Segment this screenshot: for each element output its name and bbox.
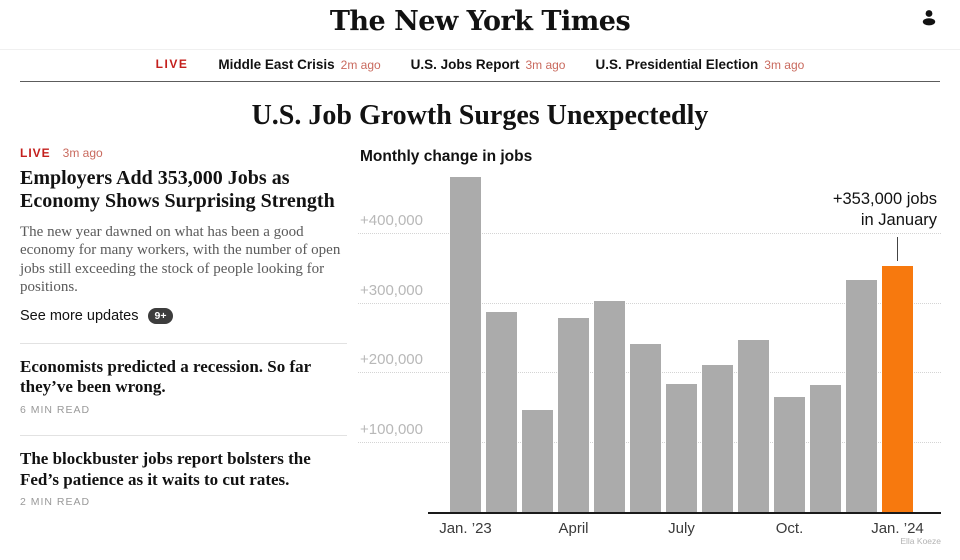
live-timestamp: 3m ago [62, 146, 103, 160]
x-axis-tick-label: Jan. ’24 [871, 520, 924, 537]
ticker-item-time: 2m ago [340, 57, 381, 72]
annotation-line-1: +353,000 jobs [832, 190, 937, 208]
lead-story-summary: The new year dawned on what has been a g… [20, 223, 341, 296]
chart-bar [810, 384, 841, 512]
ticker-item-jobs-report[interactable]: U.S. Jobs Report 3m ago [411, 57, 566, 72]
y-axis-tick-label: +300,000 [360, 281, 423, 299]
live-ticker: LIVE Middle East Crisis 2m ago U.S. Jobs… [0, 51, 960, 77]
y-axis-tick-label: +100,000 [360, 421, 423, 439]
ticker-item-time: 3m ago [764, 57, 805, 72]
jobs-bar-chart: Monthly change in jobs +100,000 +200,000 +… [358, 146, 941, 558]
x-axis-tick-label: April [558, 520, 589, 537]
lead-story-headline[interactable]: Employers Add 353,000 Jobs as Economy Sh… [20, 167, 335, 213]
chart-bar [486, 311, 517, 512]
x-axis-tick-label: Jan. ’23 [439, 520, 492, 537]
chart-bar [450, 176, 481, 512]
ticker-item-presidential-election[interactable]: U.S. Presidential Election 3m ago [595, 57, 804, 72]
chart-bar-highlighted [882, 265, 913, 512]
nyt-masthead-logo[interactable]: The New York Times [329, 6, 631, 37]
section-divider [20, 342, 347, 344]
x-axis-tick-label: July [668, 520, 695, 537]
chart-bar [594, 300, 625, 512]
y-axis-tick-label: +400,000 [360, 211, 423, 229]
y-axis-tick-label: +200,000 [360, 351, 423, 369]
teaser-headline-recession[interactable]: Economists predicted a recession. So far… [20, 356, 311, 397]
ticker-item-label: Middle East Crisis [218, 56, 335, 72]
chart-bar [558, 317, 589, 512]
chart-bar [630, 344, 661, 512]
x-axis-tick-label: Oct. [775, 520, 804, 537]
teaser-headline-fed[interactable]: The blockbuster jobs report bolsters the… [20, 449, 311, 489]
see-more-label: See more updates [20, 307, 139, 324]
live-badge: LIVE [20, 146, 51, 160]
chart-gridline [358, 302, 941, 304]
lead-live-row: LIVE 3m ago [20, 146, 347, 160]
chart-title: Monthly change in jobs [360, 148, 533, 165]
chart-bar [666, 383, 697, 512]
lead-story-column: LIVE 3m ago Employers Add 353,000 Jobs a… [20, 146, 347, 508]
updates-count-badge: 9+ [147, 307, 174, 324]
annotation-pointer-line [896, 237, 898, 261]
read-time-label: 6 MIN READ [20, 404, 91, 416]
see-more-updates-link[interactable]: See more updates 9+ [20, 307, 347, 324]
chart-credit: Ella Koeze [900, 536, 941, 546]
header-divider [0, 49, 960, 50]
chart-bar [774, 396, 805, 512]
chart-annotation: +353,000 jobs in January [833, 189, 937, 231]
ticker-live-label: LIVE [155, 57, 189, 71]
ticker-item-middle-east[interactable]: Middle East Crisis 2m ago [218, 57, 380, 72]
chart-bar [738, 340, 769, 512]
ticker-item-label: U.S. Presidential Election [595, 56, 759, 72]
annotation-line-2: in January [860, 210, 937, 229]
ticker-bottom-rule [20, 81, 940, 82]
person-icon [922, 10, 936, 26]
section-divider [20, 435, 347, 436]
read-time-label: 2 MIN READ [20, 496, 91, 509]
package-headline[interactable]: U.S. Job Growth Surges Unexpectedly [251, 100, 709, 131]
ticker-item-label: U.S. Jobs Report [410, 56, 520, 72]
chart-bar [702, 365, 733, 512]
chart-bar [846, 279, 877, 512]
chart-gridline [358, 232, 941, 234]
chart-x-axis [428, 512, 941, 514]
ticker-item-time: 3m ago [525, 57, 566, 72]
account-button[interactable] [918, 7, 940, 29]
chart-bar [522, 410, 553, 512]
